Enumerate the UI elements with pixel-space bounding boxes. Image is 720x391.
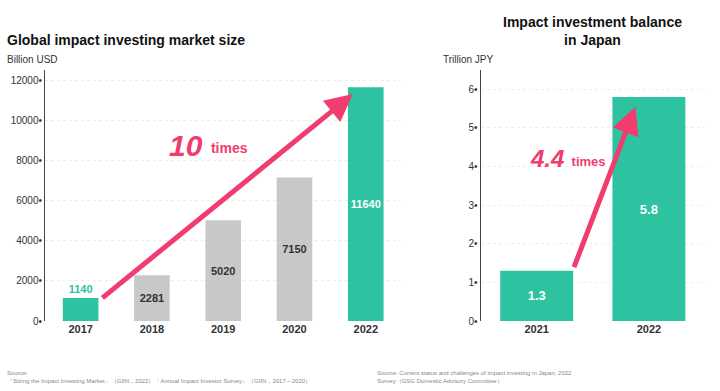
svg-text:Global impact investing market: Global impact investing market size xyxy=(7,32,245,48)
svg-text:Billion USD: Billion USD xyxy=(7,54,58,65)
svg-text:2020: 2020 xyxy=(282,323,306,335)
svg-text:2022: 2022 xyxy=(354,323,378,335)
svg-text:2281: 2281 xyxy=(140,292,164,304)
svg-text:times: times xyxy=(207,140,248,156)
svg-text:Source:『Sizing the Impact Inve: Source:『Sizing the Impact Investing Mark… xyxy=(7,370,311,385)
svg-text:1•: 1• xyxy=(469,277,479,288)
svg-text:1.3: 1.3 xyxy=(528,288,546,303)
svg-text:10: 10 xyxy=(169,129,203,162)
svg-text:2019: 2019 xyxy=(211,323,235,335)
svg-text:4•: 4• xyxy=(469,161,479,172)
svg-text:1140: 1140 xyxy=(69,283,93,295)
svg-text:Source: Current status and cha: Source: Current status and challenges of… xyxy=(377,370,572,385)
svg-text:4000•: 4000• xyxy=(16,235,42,246)
svg-text:11640: 11640 xyxy=(351,198,381,210)
svg-text:4.4: 4.4 xyxy=(530,145,564,172)
svg-text:Trillion JPY: Trillion JPY xyxy=(443,54,494,65)
svg-text:5020: 5020 xyxy=(211,265,235,277)
svg-text:2018: 2018 xyxy=(140,323,164,335)
svg-text:2000•: 2000• xyxy=(16,275,42,286)
svg-text:0•: 0• xyxy=(469,316,479,327)
svg-text:6000•: 6000• xyxy=(16,195,42,206)
svg-text:2021: 2021 xyxy=(524,323,548,335)
svg-text:7150: 7150 xyxy=(282,243,306,255)
svg-text:8000•: 8000• xyxy=(16,155,42,166)
svg-text:2•: 2• xyxy=(469,238,479,249)
svg-text:6•: 6• xyxy=(469,84,479,95)
svg-text:2022: 2022 xyxy=(637,323,661,335)
svg-text:5.8: 5.8 xyxy=(640,202,658,217)
svg-text:2017: 2017 xyxy=(68,323,92,335)
svg-text:3•: 3• xyxy=(469,200,479,211)
svg-text:12000•: 12000• xyxy=(11,75,43,86)
svg-text:times: times xyxy=(568,154,606,169)
svg-text:Impact investment balancein Ja: Impact investment balancein Japan xyxy=(503,14,682,48)
svg-text:10000•: 10000• xyxy=(11,115,43,126)
svg-text:0•: 0• xyxy=(33,316,43,327)
svg-text:5•: 5• xyxy=(469,122,479,133)
